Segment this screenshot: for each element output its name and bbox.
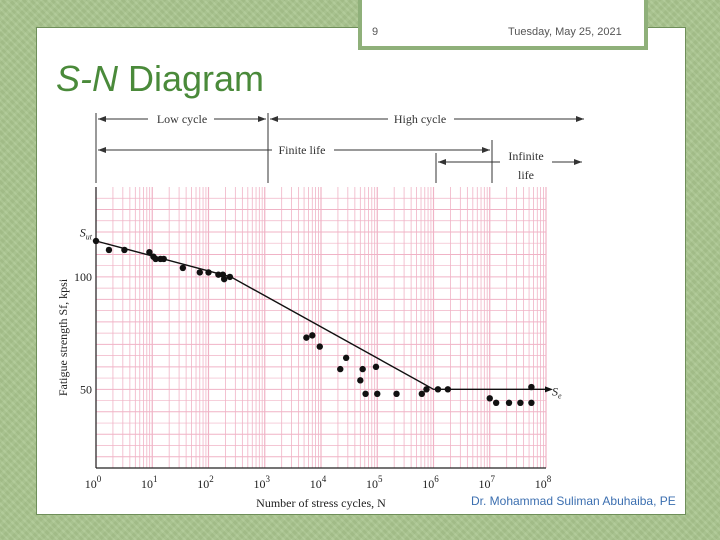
data-point: [444, 386, 452, 393]
data-point: [160, 255, 167, 263]
tick-labels: 100 101 102 103 104 105 106 107 10850100SutSeNum…: [56, 225, 562, 510]
x-tick-label: 104: [310, 474, 327, 491]
data-point: [205, 269, 212, 276]
data-point: [303, 334, 310, 341]
x-tick-label: 107: [479, 474, 496, 491]
high-cycle-arrow-left-head-left: [270, 116, 278, 122]
data-point: [517, 399, 524, 407]
data-point: [486, 395, 493, 402]
high-cycle-arrow-right-head-right: [576, 116, 584, 122]
x-tick-label: 108: [535, 474, 552, 491]
high-cycle-label: High cycle: [394, 112, 446, 126]
finite-life-arrow-left-head-left: [98, 147, 106, 153]
se-subscript: e: [558, 391, 562, 400]
title-rest: Diagram: [118, 58, 265, 99]
x-tick-label: 106: [422, 474, 439, 491]
x-tick-base: 10: [254, 477, 266, 491]
data-point: [309, 332, 316, 339]
sut-label: Sut: [80, 225, 93, 241]
x-tick-base: 10: [310, 477, 322, 491]
x-tick-base: 10: [141, 477, 153, 491]
data-point: [220, 275, 228, 283]
infinite-label-line1: Infinite: [508, 149, 543, 163]
x-tick-label: 105: [366, 474, 383, 491]
se-arrow: [545, 386, 553, 393]
grid: [95, 187, 547, 468]
data-point: [372, 363, 380, 371]
sut-subscript: ut: [86, 232, 93, 241]
sut-symbol: S: [80, 225, 86, 239]
data-point: [179, 264, 187, 272]
data-point: [418, 390, 426, 398]
x-tick-label: 101: [141, 474, 158, 491]
axes: [95, 187, 546, 469]
data-point: [362, 390, 369, 398]
x-tick-exponent: 6: [434, 474, 439, 484]
finite-life-arrow-right-head-right: [482, 147, 490, 153]
data-point: [215, 271, 222, 278]
se-symbol: S: [552, 384, 558, 398]
x-tick-base: 10: [479, 477, 491, 491]
slide-panel: [36, 27, 686, 515]
data-point: [374, 390, 381, 398]
infinite-arrow-right-head-right: [574, 159, 582, 165]
finite-life-label: Finite life: [279, 143, 326, 157]
data-point: [152, 255, 159, 263]
y-tick-label: 100: [74, 270, 92, 284]
data-point: [528, 399, 535, 407]
data-points: [92, 237, 535, 407]
data-point: [226, 273, 234, 281]
data-point: [316, 343, 323, 350]
data-point: [505, 399, 513, 407]
data-point: [357, 377, 364, 384]
x-axis-title: Number of stress cycles, N: [256, 496, 386, 510]
x-tick-exponent: 7: [491, 474, 496, 484]
x-tick-exponent: 5: [378, 474, 383, 484]
x-tick-base: 10: [535, 477, 547, 491]
data-point: [342, 354, 350, 362]
x-tick-exponent: 2: [209, 474, 214, 484]
data-point: [434, 386, 442, 393]
x-tick-exponent: 8: [547, 474, 552, 484]
se-label: Se: [552, 384, 562, 400]
infinite-label-line2: life: [518, 168, 534, 182]
y-tick-label: 50: [80, 382, 92, 396]
data-point: [337, 365, 344, 373]
data-point: [393, 390, 400, 398]
low-cycle-arrow-left-head-left: [98, 116, 106, 122]
slide-date: Tuesday, May 25, 2021: [508, 26, 622, 38]
data-point: [423, 386, 430, 393]
data-point: [359, 365, 366, 373]
x-tick-label: 100: [85, 474, 102, 491]
x-tick-base: 10: [366, 477, 378, 491]
x-tick-label: 103: [254, 474, 271, 491]
low-cycle-label: Low cycle: [157, 112, 207, 126]
x-tick-exponent: 4: [322, 474, 327, 484]
slide-title: S-N Diagram: [56, 58, 264, 100]
data-point: [92, 237, 100, 245]
header-tab: [358, 0, 648, 50]
title-italic: S-N: [56, 58, 118, 99]
slide-number: 9: [372, 26, 379, 38]
x-tick-base: 10: [197, 477, 209, 491]
x-tick-exponent: 0: [97, 474, 102, 484]
data-point: [492, 399, 500, 407]
infinite-arrow-left-head-left: [438, 159, 446, 165]
low-cycle-arrow-right-head-right: [258, 116, 266, 122]
data-point: [196, 269, 203, 276]
x-tick-exponent: 1: [153, 474, 158, 484]
data-point: [528, 383, 535, 391]
data-point: [121, 246, 128, 254]
author-footer: Dr. Mohammad Suliman Abuhaiba, PE: [471, 494, 676, 508]
x-tick-exponent: 3: [266, 474, 271, 484]
x-tick-base: 10: [85, 477, 97, 491]
data-point: [105, 246, 113, 254]
y-axis-title: Fatigue strength Sf, kpsi: [56, 278, 70, 396]
x-tick-label: 102: [197, 474, 214, 491]
data-point: [146, 248, 153, 256]
x-tick-base: 10: [422, 477, 434, 491]
life-annotations: Low cycle High cycle Finite life Infinit…: [95, 112, 584, 183]
